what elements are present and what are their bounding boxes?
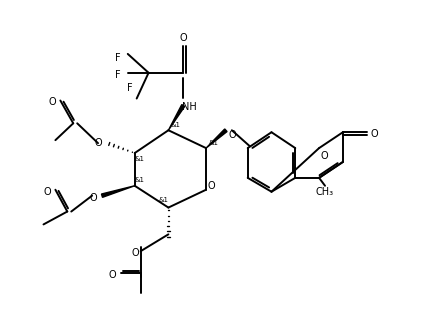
Text: F: F	[127, 83, 133, 93]
Text: NH: NH	[182, 102, 196, 113]
Text: O: O	[94, 138, 102, 148]
Text: F: F	[115, 70, 121, 80]
Text: CH₃: CH₃	[316, 187, 334, 197]
Text: O: O	[228, 130, 236, 140]
Text: &1: &1	[170, 122, 180, 128]
Text: &1: &1	[208, 140, 218, 146]
Text: O: O	[207, 181, 215, 191]
Text: F: F	[115, 53, 121, 63]
Text: O: O	[49, 98, 56, 107]
Polygon shape	[206, 129, 227, 148]
Polygon shape	[168, 105, 185, 130]
Text: O: O	[89, 193, 97, 203]
Text: O: O	[179, 33, 187, 43]
Text: &1: &1	[135, 156, 145, 162]
Text: &1: &1	[135, 177, 145, 183]
Text: &1: &1	[158, 197, 169, 203]
Text: O: O	[371, 129, 378, 139]
Text: O: O	[108, 270, 116, 280]
Text: O: O	[132, 248, 140, 258]
Text: O: O	[320, 151, 328, 161]
Text: O: O	[44, 187, 51, 197]
Polygon shape	[101, 186, 135, 197]
